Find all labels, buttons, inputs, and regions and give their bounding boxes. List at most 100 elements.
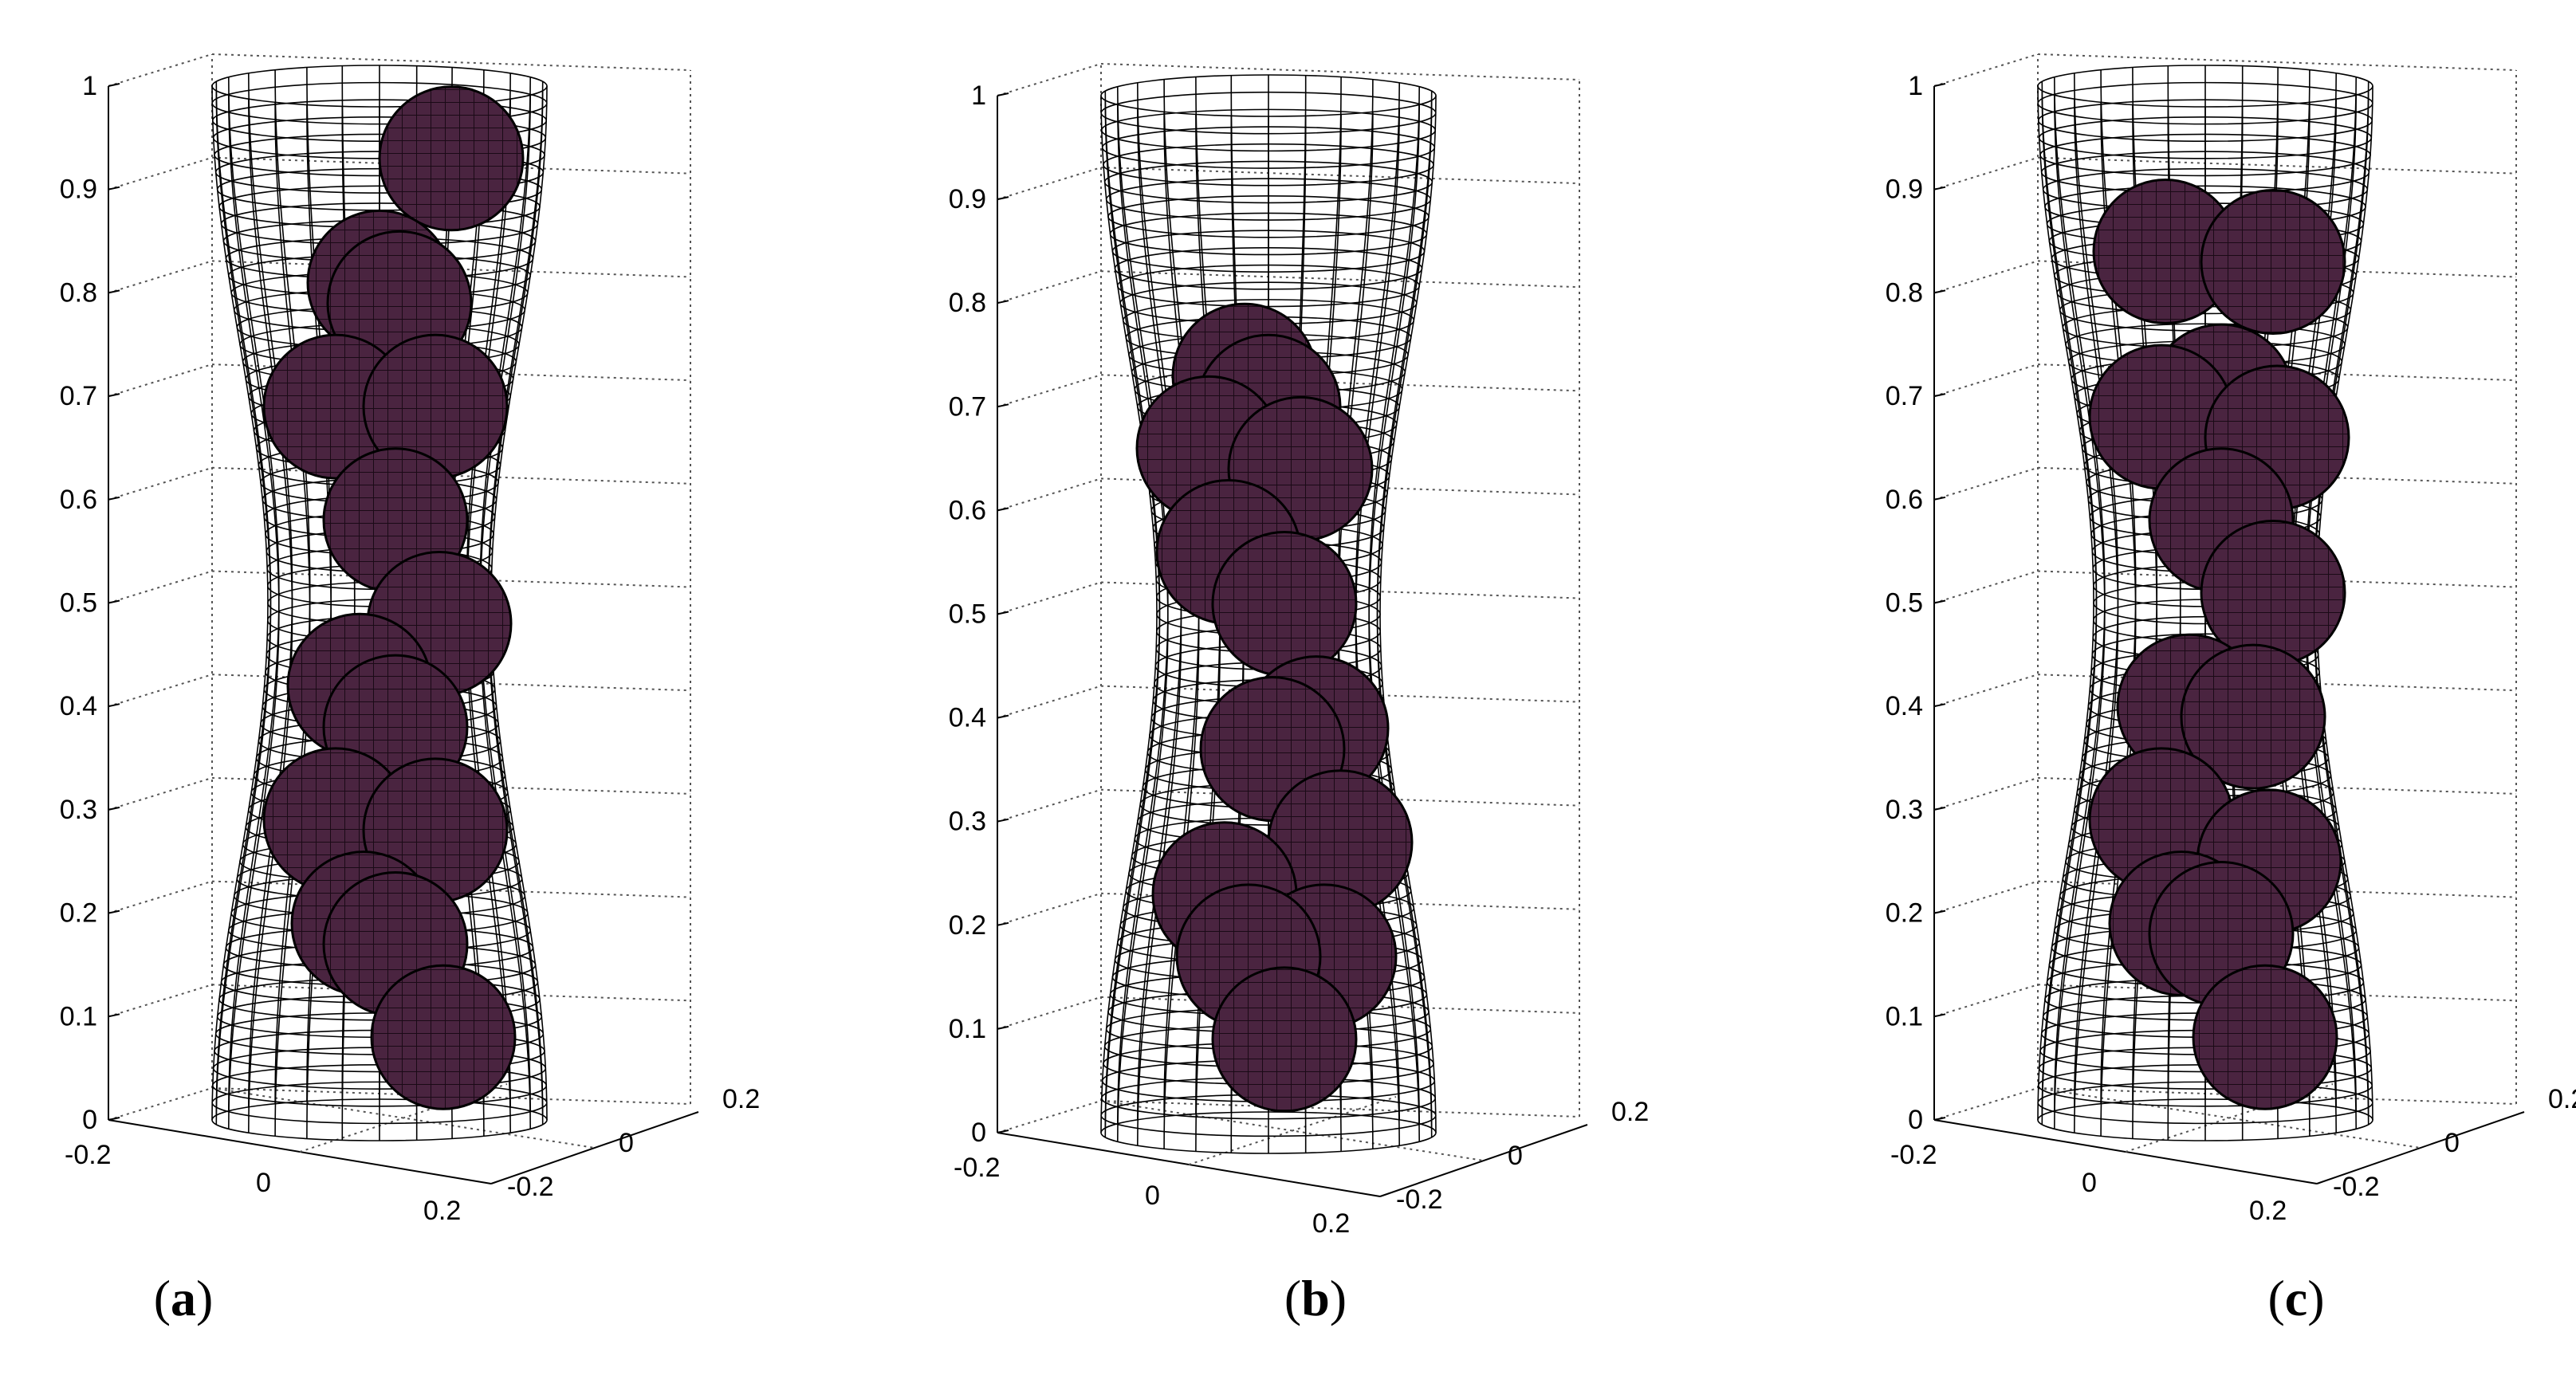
container-meridian <box>2074 73 2119 1107</box>
caption-open: ( <box>2267 1270 2284 1326</box>
grid-line <box>1933 674 2039 708</box>
z-tick-label: 0.2 <box>60 898 97 929</box>
panel-caption: (a) <box>154 1270 214 1326</box>
z-tick-label: 0.2 <box>1886 898 1923 929</box>
caption-close: ) <box>196 1270 213 1326</box>
chart-panel-c: 0 0.1 0.2 0.3 0.4 0.5 0.6 0.7 0.8 0.9 1 -0.2 0 0.2 -0.… <box>1886 53 2576 1326</box>
y-tick-label: 0.2 <box>2548 1084 2576 1114</box>
x-tick-label: 0.2 <box>423 1196 461 1226</box>
grid-line <box>997 63 1102 96</box>
z-tick <box>1933 909 1946 914</box>
z-tick <box>1933 1013 1946 1018</box>
container-meridian <box>228 77 280 1111</box>
z-tick <box>997 403 1009 408</box>
grid-line <box>997 581 1102 615</box>
container-meridian <box>2037 85 2094 1121</box>
y-tick-label: 0 <box>1508 1141 1523 1171</box>
z-tick-label: 0.6 <box>60 485 97 515</box>
x-tick-label: 0 <box>1145 1181 1160 1211</box>
x-tick-label: -0.2 <box>1890 1140 1937 1170</box>
x-tick-label: -0.2 <box>65 1140 112 1170</box>
grid-line <box>1933 984 2039 1018</box>
sphere <box>2180 643 2326 790</box>
z-tick <box>108 83 120 87</box>
sphere <box>378 85 525 232</box>
grid-line <box>108 570 213 604</box>
caption-close: ) <box>2307 1270 2324 1326</box>
z-tick <box>108 393 120 398</box>
z-tick-label: 0.9 <box>60 175 97 205</box>
caption-close: ) <box>1330 1270 1347 1326</box>
grid-line <box>997 374 1102 408</box>
z-tick <box>108 496 120 501</box>
y-tick-label: 0 <box>2444 1128 2460 1158</box>
z-tick-label: 0.9 <box>1886 175 1923 205</box>
grid-lines <box>997 63 1580 1133</box>
caption-letter: c <box>2285 1270 2307 1326</box>
grid-line <box>1933 570 2039 604</box>
grid-line <box>108 1087 213 1121</box>
sphere <box>1211 966 1358 1113</box>
grid-lines <box>108 53 691 1121</box>
chart-panel-a: 0 0.1 0.2 0.3 0.4 0.5 0.6 0.7 0.8 0.9 1 -0.2 0 0.2 -0.… <box>60 53 760 1326</box>
z-tick-label: 0 <box>1908 1105 1923 1135</box>
grid-line <box>108 880 213 914</box>
grid-lines <box>1933 53 2517 1121</box>
z-tick-label: 0.1 <box>1886 1001 1923 1031</box>
z-tick <box>1933 806 1946 811</box>
z-tick-label: 0 <box>82 1105 97 1135</box>
grid-line <box>997 892 1102 926</box>
grid-line <box>108 466 213 501</box>
grid-line <box>108 260 213 294</box>
grid-line <box>108 674 213 708</box>
container-meridian <box>1117 86 1169 1124</box>
container-meridian <box>1104 91 1161 1129</box>
caption-open: ( <box>1284 1270 1301 1326</box>
z-tick-label: 0.5 <box>949 599 986 630</box>
grid-line <box>997 685 1102 719</box>
y-tick-label: -0.2 <box>507 1172 554 1202</box>
container-meridian <box>1100 95 1158 1133</box>
z-tick-label: 0.3 <box>60 795 97 825</box>
z-tick <box>997 196 1009 201</box>
z-tick <box>997 300 1009 304</box>
grid-line <box>1933 776 2039 811</box>
x-tick-label: 0.2 <box>1312 1208 1350 1239</box>
container-meridian <box>211 85 269 1121</box>
y-tick-label: 0.2 <box>722 1084 760 1114</box>
container-meridian <box>1376 91 1433 1129</box>
z-tick <box>1933 599 1946 604</box>
z-tick <box>108 703 120 708</box>
z-tick-label: 0.5 <box>60 588 97 619</box>
panel-caption: (b) <box>1284 1270 1347 1326</box>
z-tick <box>108 806 120 811</box>
container-meridian <box>215 81 272 1116</box>
x-tick-label: 0 <box>2082 1168 2097 1198</box>
sphere <box>370 964 517 1110</box>
z-tick <box>108 599 120 604</box>
grid-line <box>1933 880 2039 914</box>
z-tick-label: 0.4 <box>60 691 97 721</box>
grid-line <box>997 270 1102 304</box>
grid-line <box>997 788 1102 823</box>
grid-line <box>1933 1087 2039 1121</box>
z-tick-label: 0.6 <box>949 495 986 525</box>
z-tick-label: 0.4 <box>1886 691 1923 721</box>
grid-line <box>997 1100 1102 1133</box>
z-tick-label: 0.3 <box>949 807 986 837</box>
grid-line <box>1933 53 2039 87</box>
z-tick-label: 0.1 <box>949 1014 986 1044</box>
chart-panel-b: 0 0.1 0.2 0.3 0.4 0.5 0.6 0.7 0.8 0.9 1 -0.2 0 0.2 -0.… <box>949 63 1649 1326</box>
grid-line <box>108 156 213 191</box>
x-tick-label: -0.2 <box>954 1153 1001 1183</box>
z-tick <box>997 1025 1009 1030</box>
container-meridian <box>1368 86 1420 1124</box>
z-tick-label: 0.8 <box>60 277 97 308</box>
y-tick-label: -0.2 <box>1396 1184 1443 1215</box>
container-meridian <box>1379 95 1437 1133</box>
y-tick-label: 0 <box>619 1128 634 1158</box>
y-tick-label: 0.2 <box>1611 1097 1649 1127</box>
sphere <box>2200 188 2346 335</box>
grid-line <box>1933 156 2039 191</box>
